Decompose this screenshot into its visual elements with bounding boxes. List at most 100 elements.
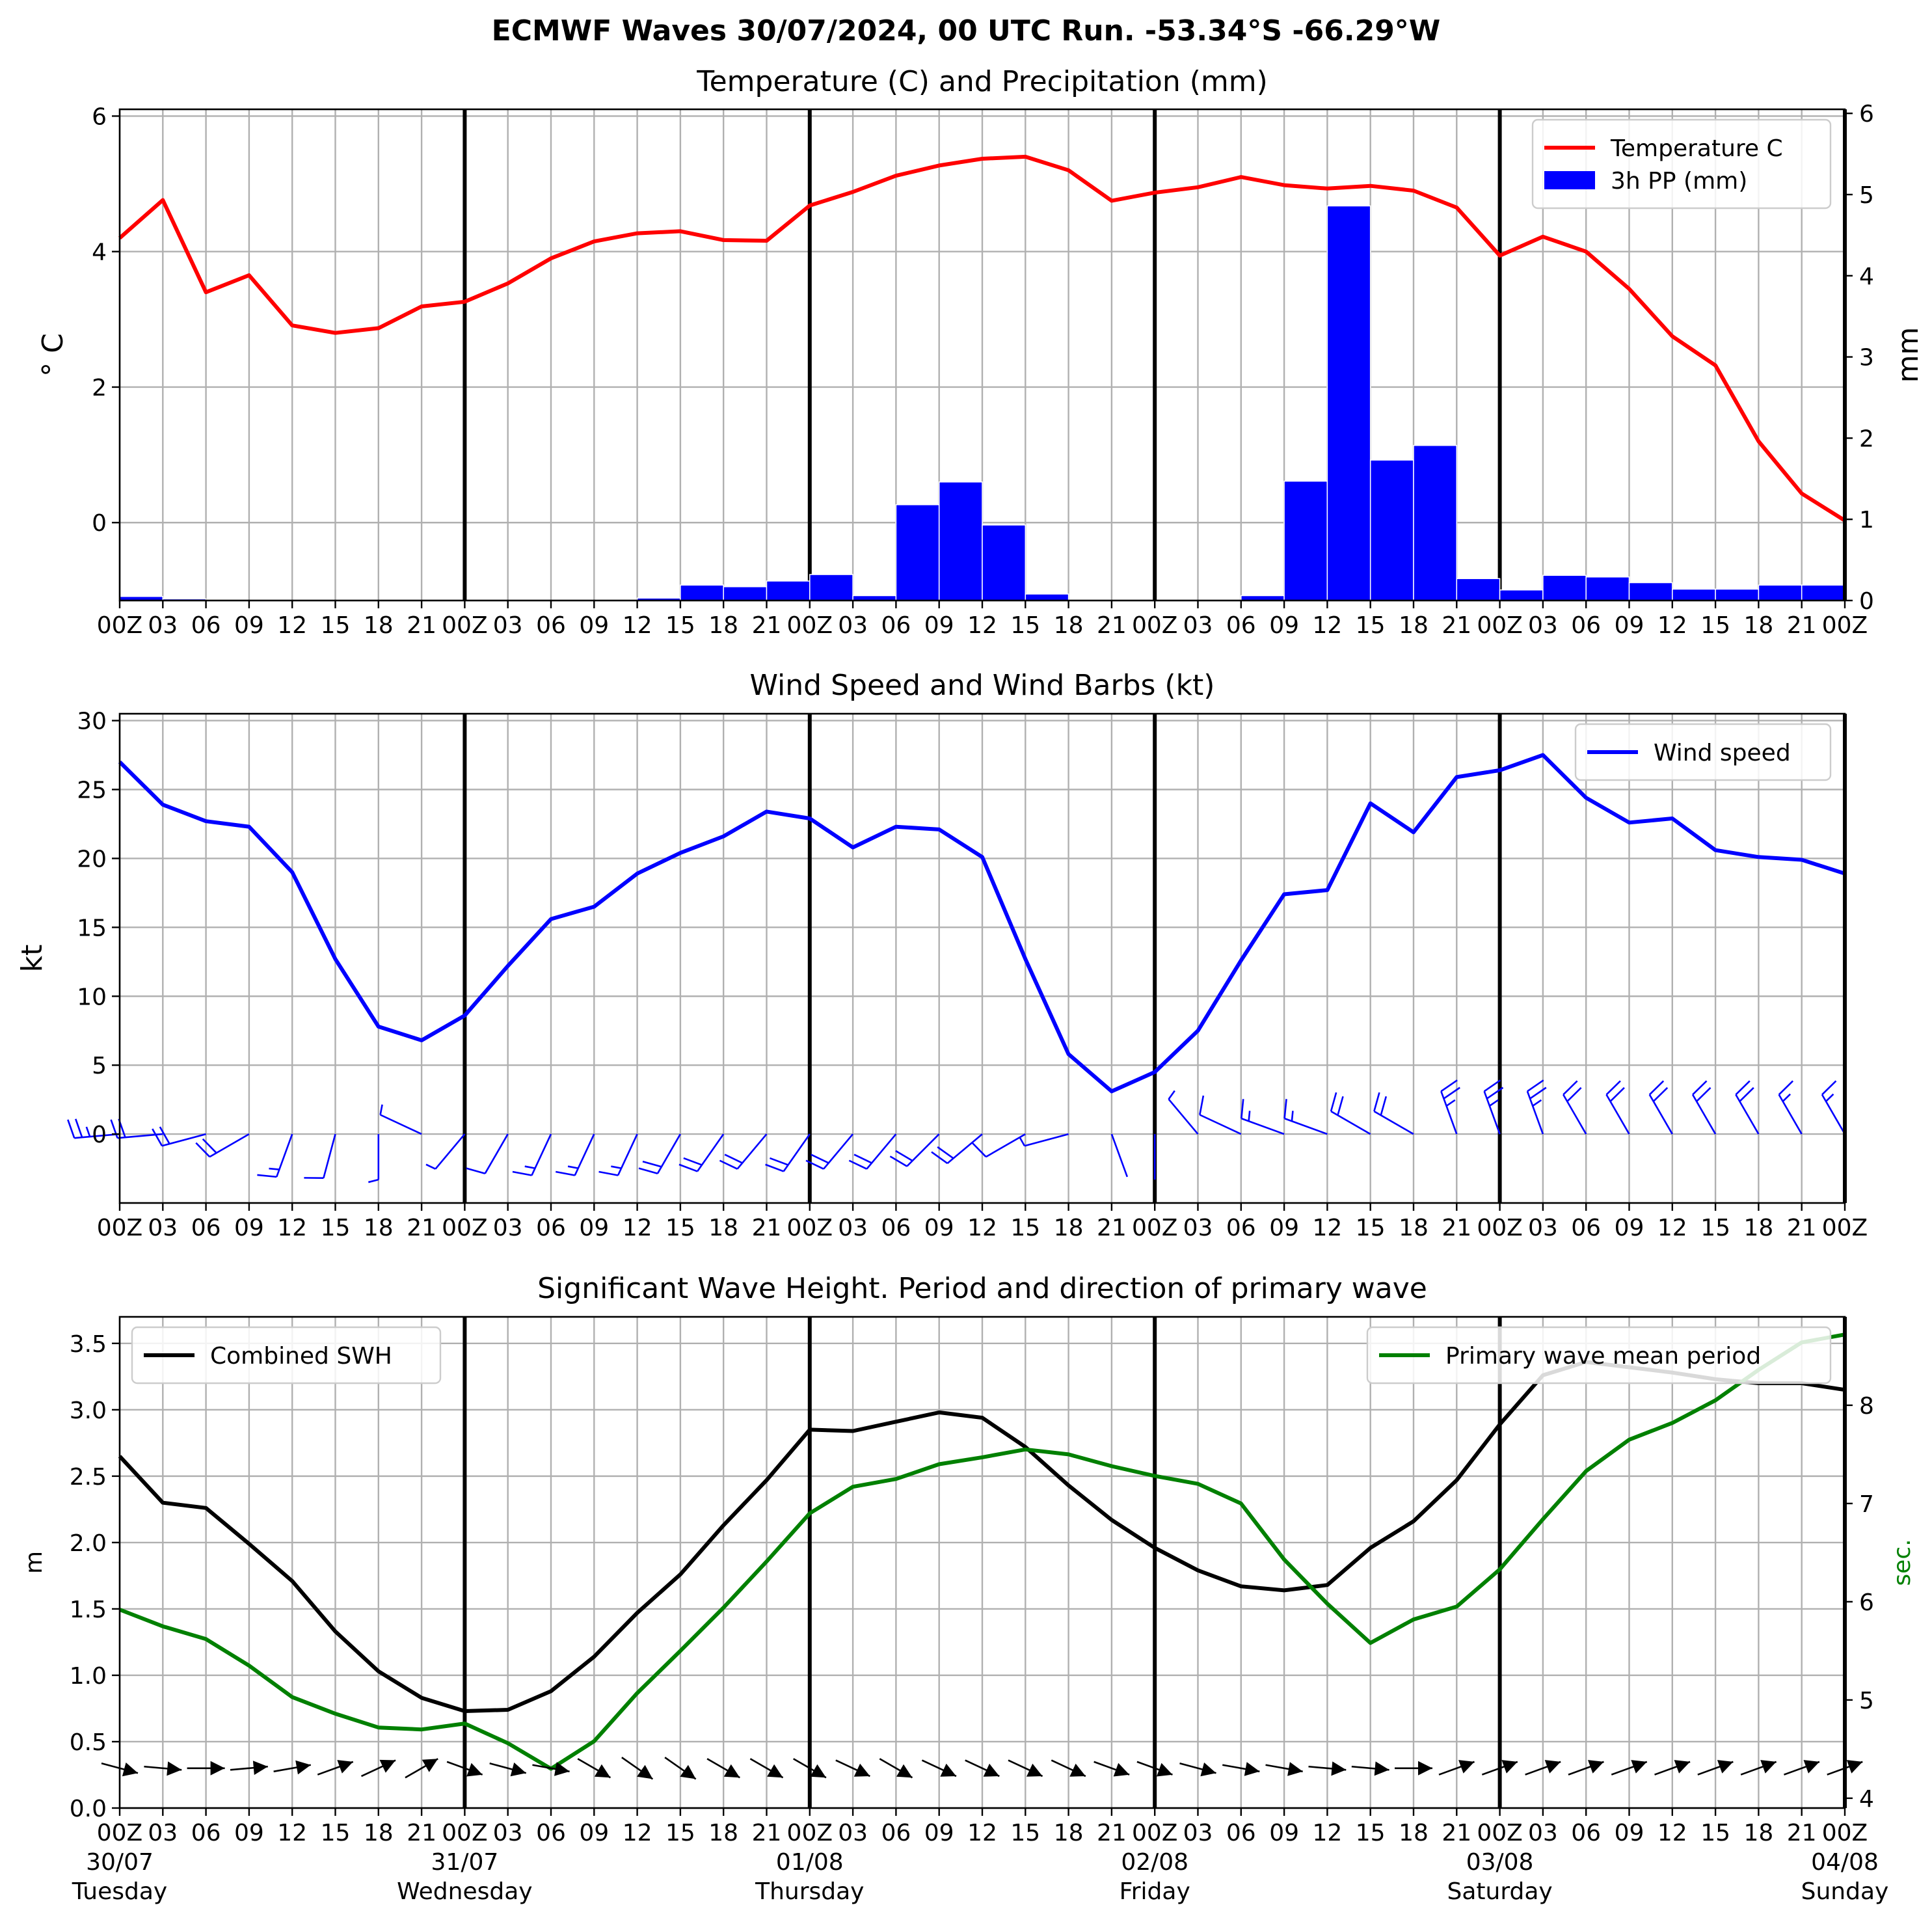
y-tick-label: 3.0 (70, 1398, 107, 1424)
wave-arrow-head (1458, 1760, 1475, 1774)
wind-barb-feather (971, 1142, 987, 1157)
wave-arrow-head (122, 1763, 138, 1777)
x-tick-label: 21 (407, 1820, 436, 1846)
wind-barb-half-feather (379, 1104, 383, 1115)
temperature-line (118, 154, 1846, 522)
x-tick-label: 18 (1399, 612, 1429, 639)
day-weekday-label: Sunday (1801, 1878, 1889, 1905)
wind-barb (598, 1133, 638, 1176)
wind-barb (889, 1133, 940, 1167)
wave-arrow-head (1588, 1760, 1604, 1774)
wind-barb-feather (555, 1170, 575, 1176)
wind-barb-shaft (1330, 1110, 1371, 1135)
wave-direction-arrow (1611, 1760, 1648, 1776)
wave-direction-arrow (1265, 1762, 1303, 1776)
precip-bar (1672, 588, 1716, 601)
wind-barb-feather (1529, 1087, 1547, 1100)
wind-barb-feather (1440, 1079, 1458, 1092)
precip-bar (1801, 584, 1845, 601)
wave-arrow-head (680, 1764, 696, 1779)
wind-barb-shaft (161, 1133, 206, 1147)
x-tick-label: 12 (277, 1820, 307, 1846)
wind-barb (1018, 1133, 1069, 1147)
wind-barb-shaft (1199, 1114, 1242, 1135)
x-tick-label: 12 (623, 1215, 652, 1241)
wave-arrow-head (1113, 1763, 1130, 1777)
wind-barb-feather (152, 1128, 163, 1146)
x-tick-label: 00Z (442, 612, 487, 639)
y-right-tick-label: 2 (1859, 425, 1874, 452)
wind-barb-shaft (1735, 1094, 1760, 1135)
day-date-label: 31/07 (431, 1849, 499, 1876)
x-tick-label: 21 (1787, 1820, 1817, 1846)
wave-direction-arrow (879, 1758, 913, 1779)
wind-barb-shaft (209, 1133, 250, 1158)
precip-bar (1025, 593, 1069, 601)
x-tick-label: 15 (321, 1215, 351, 1241)
wind-barb-shaft (323, 1133, 336, 1179)
wave-direction-arrow (489, 1763, 527, 1777)
wind-barb-half-feather (425, 1163, 436, 1170)
x-tick-label: 00Z (1132, 612, 1177, 639)
wind-barb-feather (1652, 1087, 1669, 1102)
x-tick-label: 03 (1528, 612, 1558, 639)
wind-barb (765, 1133, 811, 1172)
y-right-tick-label: 3 (1859, 345, 1874, 371)
x-tick-label: 21 (752, 612, 782, 639)
wave-direction-arrow (1222, 1762, 1260, 1776)
x-tick-label: 03 (838, 1820, 868, 1846)
wind-barb (466, 1133, 509, 1174)
wind-barb-half-feather (1168, 1090, 1175, 1100)
y-axis-label: m (21, 1551, 47, 1574)
wave-arrow-head (1846, 1760, 1863, 1774)
wave-arrow-head (210, 1761, 225, 1776)
x-tick-label: 12 (1312, 1215, 1342, 1241)
wind-panel: Wind Speed and Wind Barbs (kt) 0 5 10 15 20 25… (16, 669, 1868, 1241)
wind-speed-line (118, 753, 1845, 1094)
wave-direction-arrow (1568, 1760, 1604, 1776)
legend-box (1574, 723, 1832, 781)
day-date-label: 03/08 (1466, 1849, 1534, 1876)
x-tick-label: 12 (623, 1820, 652, 1846)
wave-direction-arrow (1395, 1761, 1432, 1776)
x-tick-label: 21 (1097, 1215, 1127, 1241)
y-right-tick-label: 7 (1859, 1491, 1874, 1518)
x-tick-label: 09 (1615, 1215, 1644, 1241)
x-tick-label: 21 (1442, 612, 1471, 639)
x-tick-label: 12 (967, 1215, 997, 1241)
x-tick-label: 21 (1442, 1820, 1471, 1846)
x-tick-label: 18 (1399, 1215, 1429, 1241)
panel-title: Wind Speed and Wind Barbs (kt) (750, 669, 1215, 702)
wind-barb-feather (159, 1126, 170, 1144)
wind-barb-feather (719, 1159, 738, 1170)
y-tick-label: 2.5 (70, 1464, 107, 1491)
y-tick-label: 2 (92, 375, 107, 401)
y-tick-label: 1.0 (70, 1663, 107, 1690)
wave-arrow-head (1287, 1762, 1303, 1776)
wind-barb-half-feather (1782, 1093, 1791, 1102)
x-tick-label: 12 (1657, 1215, 1687, 1241)
x-tick-label: 09 (1615, 612, 1644, 639)
wind-barb (304, 1133, 336, 1179)
wind-barb-feather (202, 1138, 217, 1154)
wind-barb-half-feather (1291, 1111, 1294, 1122)
wind-barb (1648, 1080, 1673, 1135)
legend-box (1531, 118, 1832, 209)
y-right-tick-label: 4 (1859, 1786, 1874, 1813)
y-tick-label: 5 (92, 1053, 107, 1079)
wind-barb (1241, 1099, 1285, 1135)
precip-bar (1542, 574, 1587, 601)
wind-barb-feather (1380, 1096, 1388, 1116)
wave-arrow-head (853, 1763, 870, 1777)
wind-barb-feather (1739, 1087, 1754, 1102)
x-tick-label: 00Z (442, 1820, 487, 1846)
wind-barb-shaft (783, 1133, 811, 1172)
wind-barb (555, 1133, 595, 1176)
day-date-label: 04/08 (1811, 1849, 1879, 1876)
x-tick-label: 09 (579, 1215, 609, 1241)
wind-barb-feather (67, 1119, 75, 1139)
wind-barb-feather (1330, 1092, 1337, 1112)
wind-barb-feather (75, 1118, 83, 1138)
precip-bar (938, 481, 983, 601)
